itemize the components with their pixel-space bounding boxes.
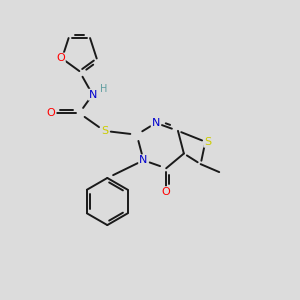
Text: S: S — [204, 137, 211, 147]
Text: H: H — [100, 84, 107, 94]
Text: O: O — [56, 53, 65, 64]
Text: S: S — [101, 126, 108, 136]
Text: O: O — [162, 187, 171, 197]
Text: O: O — [47, 108, 56, 118]
Text: N: N — [152, 118, 160, 128]
Text: N: N — [88, 90, 97, 100]
Text: N: N — [139, 155, 148, 165]
